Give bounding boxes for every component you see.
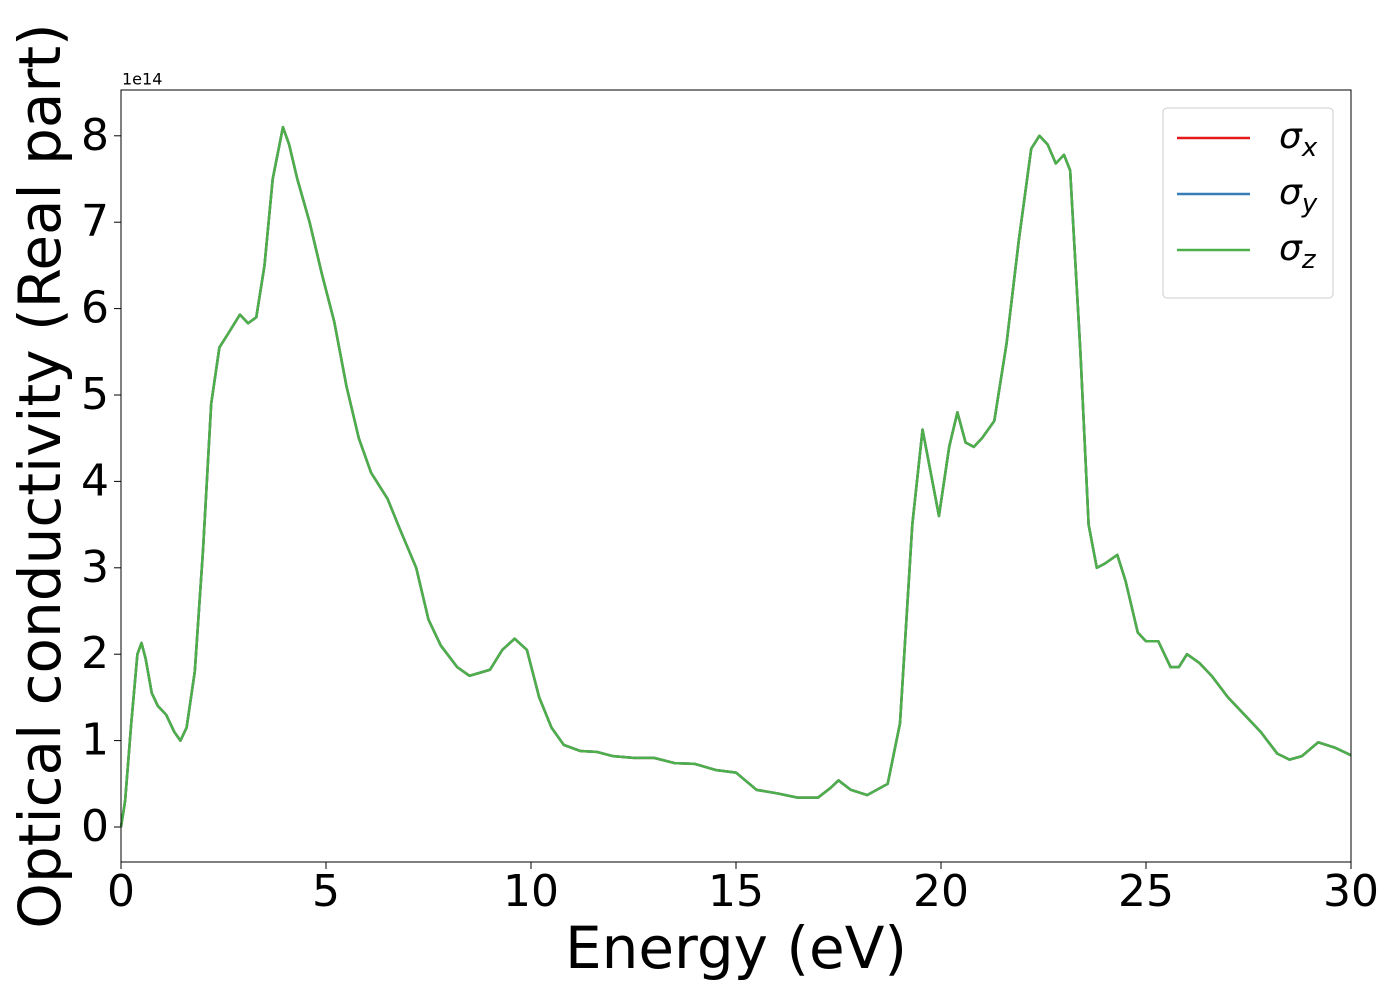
x-tick-label: 25 (1118, 866, 1174, 917)
x-tick-label: 10 (503, 866, 559, 917)
x-axis-label: Energy (eV) (565, 914, 907, 982)
y-tick-label: 8 (81, 110, 109, 161)
y-tick-label: 6 (81, 283, 109, 334)
data-line (119, 125, 1352, 828)
y-axis-label: Optical conductivity (Real part) (6, 23, 74, 928)
y-tick-label: 2 (81, 628, 109, 679)
x-tick-label: 15 (708, 866, 764, 917)
legend-label: σx (1279, 116, 1318, 163)
offset-text: 1e14 (122, 70, 162, 89)
y-tick-label: 3 (81, 542, 109, 593)
y-tick-label: 7 (81, 196, 109, 247)
plot-frame (120, 89, 1352, 863)
y-tick-label: 5 (81, 369, 109, 420)
y-tick-label: 0 (81, 801, 109, 852)
y-tick-label: 1 (81, 715, 109, 766)
x-tick-label: 30 (1323, 866, 1379, 917)
y-tick-label: 4 (81, 455, 109, 506)
x-tick-label: 0 (107, 866, 135, 917)
legend-label: σz (1279, 228, 1317, 275)
x-tick-label: 20 (913, 866, 969, 917)
legend-label: σy (1279, 172, 1318, 219)
x-tick-label: 5 (312, 866, 340, 917)
